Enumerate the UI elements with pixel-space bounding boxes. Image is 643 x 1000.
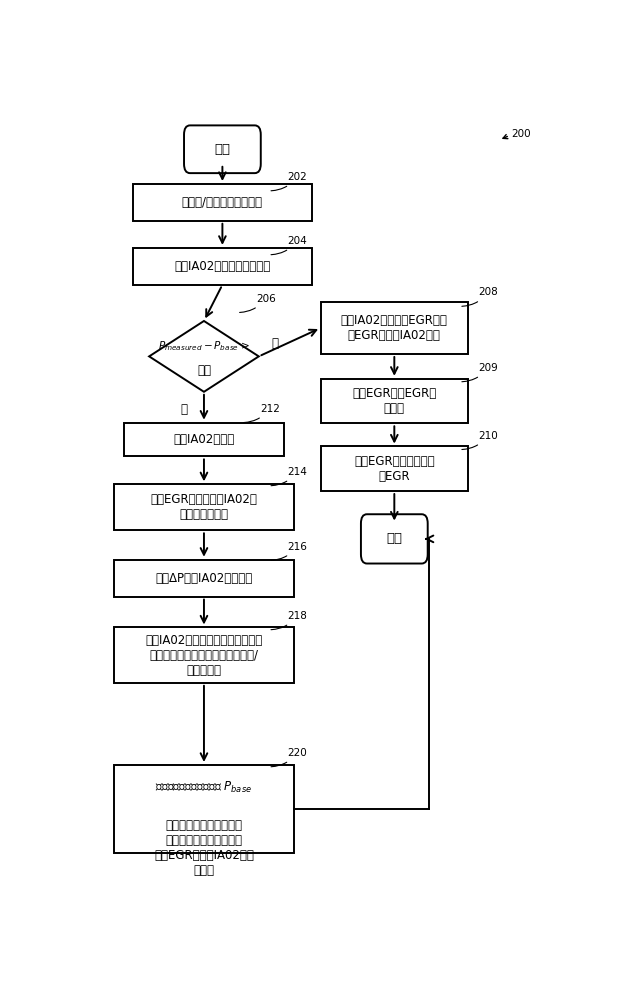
Text: 时使火花正时和节气门位
置返回到所要求的水平并
启用EGR系统和IA02加热
器诊断: 时使火花正时和节气门位 置返回到所要求的水平并 启用EGR系统和IA02加热 器… bbox=[154, 819, 254, 877]
Bar bbox=[132, 248, 312, 285]
Text: 基于ΔP确定IA02处的水量: 基于ΔP确定IA02处的水量 bbox=[156, 572, 253, 585]
FancyBboxPatch shape bbox=[361, 514, 428, 564]
Text: 估计和/或测量发动机工况: 估计和/或测量发动机工况 bbox=[182, 196, 263, 209]
Text: 202: 202 bbox=[271, 172, 307, 191]
Text: 214: 214 bbox=[271, 467, 307, 486]
Text: 218: 218 bbox=[271, 611, 307, 630]
Text: 指示IA02处的水: 指示IA02处的水 bbox=[174, 433, 235, 446]
Polygon shape bbox=[149, 321, 258, 392]
Text: 212: 212 bbox=[244, 404, 280, 423]
Bar bbox=[114, 484, 294, 530]
Text: 209: 209 bbox=[462, 363, 498, 382]
Text: 确定IA02的加热器功率消耗: 确定IA02的加热器功率消耗 bbox=[174, 260, 271, 273]
Text: 基于EGR调整EGR燃
烧参数: 基于EGR调整EGR燃 烧参数 bbox=[352, 387, 437, 415]
Text: 调整EGR阀以输送期望
的EGR: 调整EGR阀以输送期望 的EGR bbox=[354, 455, 435, 483]
Text: 基于IA02测量确定EGR并启
用EGR系统和IA02诊断: 基于IA02测量确定EGR并启 用EGR系统和IA02诊断 bbox=[341, 314, 448, 342]
Text: 阈值: 阈值 bbox=[197, 364, 211, 377]
Text: 停用EGR系统诊断和IA02加
热器退化的指示: 停用EGR系统诊断和IA02加 热器退化的指示 bbox=[150, 493, 257, 521]
FancyBboxPatch shape bbox=[184, 125, 261, 173]
Bar bbox=[321, 379, 468, 423]
Bar bbox=[114, 560, 294, 597]
Text: 206: 206 bbox=[240, 294, 276, 312]
Text: 220: 220 bbox=[271, 748, 307, 767]
Bar bbox=[132, 184, 312, 221]
Text: 204: 204 bbox=[271, 236, 307, 255]
Text: 208: 208 bbox=[462, 287, 498, 306]
Text: 否: 否 bbox=[271, 337, 278, 350]
Text: 当加热器功率消耗返回到 $P_{base}$: 当加热器功率消耗返回到 $P_{base}$ bbox=[156, 780, 253, 795]
Text: 210: 210 bbox=[462, 431, 498, 450]
Text: 200: 200 bbox=[511, 129, 531, 139]
Text: 216: 216 bbox=[271, 542, 307, 560]
Bar bbox=[114, 627, 294, 683]
Bar bbox=[124, 423, 284, 456]
Text: 基于IA02处的水量调整到进气歧管
的空气流（例如，调整节气门）和/
或火花正时: 基于IA02处的水量调整到进气歧管 的空气流（例如，调整节气门）和/ 或火花正时 bbox=[145, 634, 262, 677]
Text: $P_{measured} - P_{base}$ >: $P_{measured} - P_{base}$ > bbox=[158, 339, 250, 353]
Bar bbox=[321, 302, 468, 354]
Text: 返回: 返回 bbox=[386, 532, 403, 545]
Text: 开始: 开始 bbox=[214, 143, 230, 156]
Bar bbox=[321, 446, 468, 491]
Text: 是: 是 bbox=[181, 403, 188, 416]
Bar bbox=[114, 765, 294, 853]
